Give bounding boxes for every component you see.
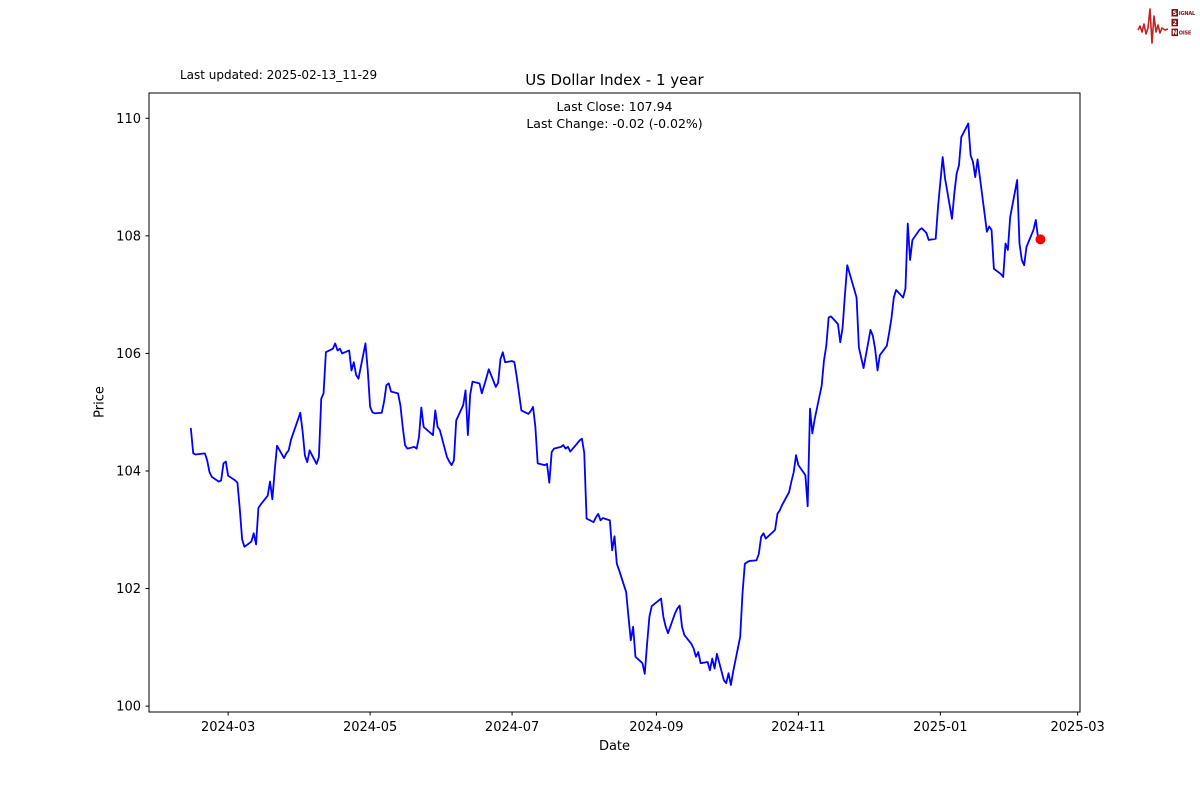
logo-letter-box (1171, 28, 1178, 37)
logo-boxed-letter: 2 (1173, 20, 1177, 27)
last-close-text: Last Close: 107.94 (556, 99, 673, 114)
y-tick-label: 102 (116, 582, 141, 597)
x-axis-label: Date (598, 739, 631, 754)
last-price-dot (1035, 234, 1046, 245)
x-tick-label: 2024-05 (343, 720, 397, 735)
logo-word-rest: OISE (1179, 31, 1192, 37)
y-tick-label: 104 (116, 464, 141, 479)
x-tick-label: 2024-11 (771, 720, 825, 735)
x-tick-label: 2025-01 (913, 720, 967, 735)
chart-subtitle: Last Close: 107.94 Last Change: -0.02 (-… (149, 98, 1080, 132)
price-line-series (189, 122, 1042, 686)
y-tick-label: 100 (116, 700, 141, 715)
plot-frame (148, 92, 1081, 713)
y-tick-label: 108 (116, 229, 141, 244)
y-tick-label: 106 (116, 347, 141, 362)
last-updated-text: Last updated: 2025-02-13_11-29 (180, 68, 378, 82)
x-tick-label: 2024-09 (629, 720, 683, 735)
logo-boxed-letter: N (1172, 30, 1177, 37)
x-tick-label: 2024-03 (201, 720, 255, 735)
logo-letter-box (1171, 18, 1178, 27)
logo-word-rest: IGNAL (1179, 11, 1196, 17)
logo-waveform-icon (1137, 8, 1169, 44)
y-tick-label: 110 (116, 112, 141, 127)
last-change-text: Last Change: -0.02 (-0.02%) (526, 116, 703, 131)
x-tick-label: 2025-03 (1051, 720, 1105, 735)
x-tick-label: 2024-07 (485, 720, 539, 735)
logo-boxed-letter: S (1173, 10, 1177, 17)
chart-title: US Dollar Index - 1 year (525, 71, 704, 89)
logo-letter-box (1171, 9, 1178, 17)
